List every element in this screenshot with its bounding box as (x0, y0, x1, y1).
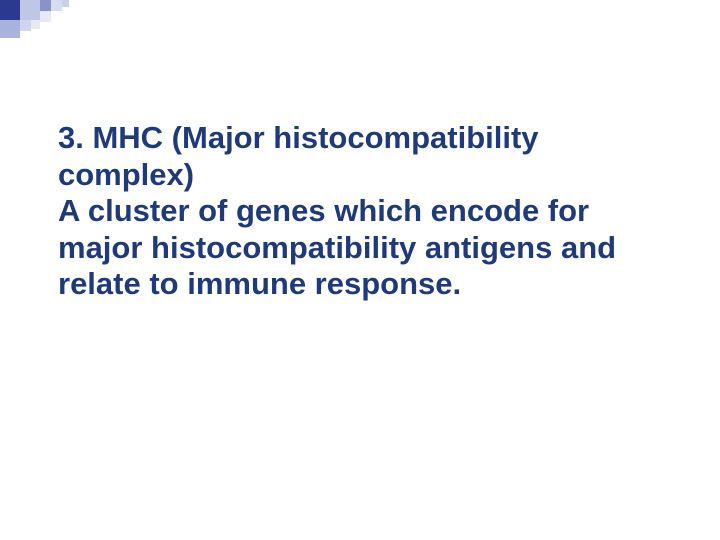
decor-square (62, 0, 69, 7)
decor-square (20, 20, 31, 31)
decor-square (31, 20, 40, 29)
decor-square (40, 11, 51, 22)
slide-content: 3. MHC (Major histocompatibility complex… (58, 120, 668, 303)
corner-decoration (0, 0, 110, 38)
decor-square (20, 0, 40, 20)
slide-body: A cluster of genes which encode for majo… (58, 193, 616, 301)
decor-square (51, 0, 62, 11)
decor-square (0, 0, 20, 20)
slide-heading: 3. MHC (Major histocompatibility complex… (58, 120, 539, 192)
decor-square (0, 20, 20, 38)
decor-square (40, 0, 51, 11)
slide-text: 3. MHC (Major histocompatibility complex… (58, 120, 668, 303)
